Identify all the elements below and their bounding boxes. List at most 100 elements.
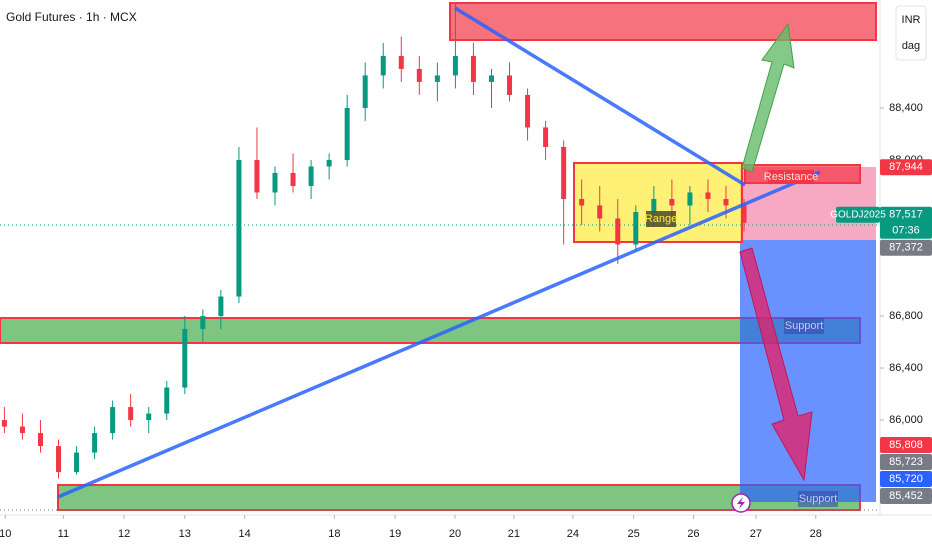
drawings: Resistance Range Support Support [57,6,838,513]
annotation-box [798,491,838,507]
y-tick-label: 88,400 [889,102,923,114]
candle-body [92,433,98,453]
candle-body [290,172,296,186]
target-zone [449,2,877,41]
x-tick-label: 21 [508,528,520,540]
trend-line [454,6,746,187]
candle-body [434,75,440,82]
candle-body [633,211,639,245]
candle-body [470,55,476,82]
x-tick-label: 10 [0,528,11,540]
price-label-box [880,159,932,176]
candle-body [669,198,675,206]
price-label: 87,372 [889,242,923,254]
candle-body [56,446,62,473]
candle-body [182,329,188,388]
x-tick-label: 12 [118,528,130,540]
x-tick-label: 28 [810,528,822,540]
candle-body [543,127,549,147]
y-tick-label: 86,000 [889,414,923,426]
annotation: Support [785,320,824,332]
price-label: 87,517 [889,209,923,221]
price-label: 85,720 [889,473,923,485]
candle-body [128,407,134,421]
candle-body [308,166,314,186]
candle-body [687,192,693,206]
candle-body [344,107,350,160]
candle-body [200,316,206,330]
price-label: 85,723 [889,456,923,468]
candle-body [362,75,368,108]
event-icon-glyph [737,497,745,509]
candle-body [416,68,422,82]
time-axis [0,515,932,550]
price-label-box [880,488,932,505]
unit-box[interactable] [895,5,927,61]
x-tick-label: 14 [239,528,251,540]
annotation: Support [799,493,838,505]
range-zone [573,162,743,243]
x-tick-label: 13 [179,528,191,540]
chart-title: Gold Futures · 1h · MCX [6,10,137,24]
candle-body [254,159,260,193]
candle-body [615,218,621,245]
price-label: 87,944 [889,161,923,173]
candle-body [19,426,25,434]
candle-body [452,55,458,76]
annotation: Resistance [764,171,818,183]
candle-body [579,198,585,206]
annotation: Range [645,213,677,225]
support-zone [57,484,861,511]
candle-body [651,198,657,212]
symbol-label-box [836,206,880,223]
candle-body [597,205,603,219]
candle-body [236,159,242,297]
candle-body [488,75,494,82]
down-arrow [739,247,813,482]
candle-body [741,205,747,223]
axes: 88,40088,00087,60086,80086,40086,0001011… [0,102,932,540]
price-label-box [880,454,932,471]
annotation-box [646,211,676,227]
price-label: 85,808 [889,439,923,451]
annotation-box [784,318,824,334]
candle-body [1,420,7,427]
short-target-area [740,240,876,502]
candle-body [723,198,729,206]
candle-body [525,94,531,128]
candle-body [74,452,80,473]
price-label-box [880,437,932,454]
candle-body [110,407,116,434]
candle-body [164,387,170,414]
x-tick-label: 27 [750,528,762,540]
x-tick-label: 19 [389,528,401,540]
drawings [0,2,880,511]
candle-body [398,55,404,69]
x-tick-label: 25 [627,528,639,540]
x-tick-label: 20 [449,528,461,540]
candle-body [507,75,513,95]
symbol-label: GOLDJ2025 [830,209,886,220]
candle-body [37,433,43,447]
x-tick-label: 24 [567,528,579,540]
candles [1,3,747,479]
annotation-box [768,170,814,184]
candle-body [146,413,152,421]
price-label: 85,452 [889,490,923,502]
y-tick-label: 86,800 [889,310,923,322]
unit: dag [902,40,920,52]
candle-body [272,172,278,193]
countdown: 07:36 [892,225,920,237]
y-tick-label: 86,400 [889,362,923,374]
candle-body [380,55,386,76]
candle-body [218,296,224,317]
price-label-box [880,239,932,256]
up-arrow [741,22,795,173]
x-tick-label: 11 [58,528,69,540]
currency: INR [902,14,921,26]
x-tick-label: 26 [687,528,699,540]
price-label-box [880,471,932,488]
candle-body [705,192,711,199]
price-label-box [880,206,932,239]
